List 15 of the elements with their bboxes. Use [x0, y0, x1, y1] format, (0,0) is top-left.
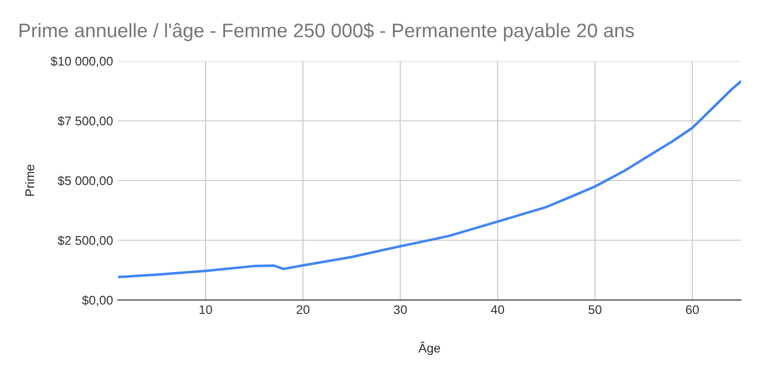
y-tick-label: $7 500,00 [58, 116, 113, 127]
line-series [118, 80, 741, 278]
y-axis-title: Prime [25, 164, 34, 196]
x-tick-label: 40 [490, 305, 504, 314]
y-tick-label: $10 000,00 [50, 56, 113, 68]
x-tick-label: 20 [296, 305, 310, 314]
y-tick-label: $2 500,00 [58, 236, 113, 246]
x-axis-title: Âge [418, 342, 440, 356]
x-tick-label: 60 [686, 305, 699, 314]
x-tick-label: 10 [200, 305, 212, 314]
y-tick-label: $0,00 [82, 295, 113, 306]
chart-title: Prime annuelle / l'âge - Femme 250 000$ - Permanente payable 20 ans [20, 22, 634, 42]
y-tick-label: $5 000,00 [58, 176, 113, 187]
x-tick-label: 50 [588, 305, 602, 314]
x-tick-label: 30 [394, 305, 407, 314]
